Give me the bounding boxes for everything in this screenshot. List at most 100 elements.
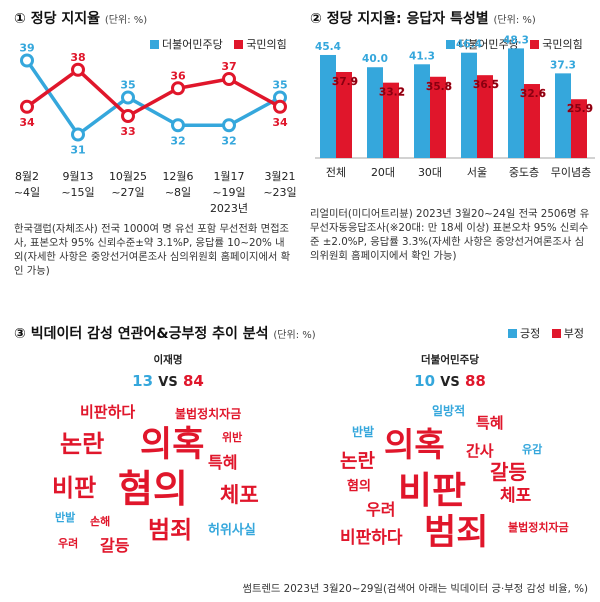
cloud-word: 비판하다 xyxy=(340,528,403,548)
x-tick-label: ~27일 xyxy=(111,185,144,199)
line-chart: 39 31 35 32 32 35 34 38 33 36 37 34 8월2 ~4일 9월13 ~15일 10… xyxy=(14,42,297,216)
bar-1 xyxy=(571,99,587,158)
data-label: 36 xyxy=(170,69,186,82)
bar-1 xyxy=(477,75,493,158)
data-label: 38 xyxy=(70,51,85,64)
bar-1 xyxy=(336,71,352,158)
cloud-word: 불법정치자금 xyxy=(508,521,569,534)
data-point xyxy=(121,90,135,105)
left-positive-value: 13 xyxy=(132,372,154,390)
x-tick-label: 무이념층 xyxy=(551,166,591,179)
data-label: 48.3 xyxy=(503,34,529,46)
data-label: 41.3 xyxy=(409,50,435,62)
data-point xyxy=(20,53,34,68)
cloud-word: 간사 xyxy=(466,442,494,460)
x-tick-label: ~8일 xyxy=(165,185,191,199)
data-label: 31 xyxy=(70,144,85,157)
bar-0 xyxy=(414,64,430,158)
cloud-word: 특혜 xyxy=(476,414,504,432)
x-tick-label: 중도층 xyxy=(509,166,539,179)
legend-swatch-red xyxy=(234,39,244,49)
cloud-word: 비판하다 xyxy=(80,403,136,421)
data-label: 32 xyxy=(221,134,236,147)
legend-label: 국민의힘 xyxy=(246,38,287,51)
section3-title-text: ③ 빅데이터 감성 연관어&긍부정 추이 분석 xyxy=(14,326,269,342)
data-label: 36.5 xyxy=(473,79,499,91)
x-tick-label: 9월13 xyxy=(62,170,93,183)
cloud-word: 손해 xyxy=(90,515,111,528)
data-point xyxy=(222,118,236,133)
data-label: 34 xyxy=(272,116,288,129)
data-label: 40.0 xyxy=(362,53,388,65)
cloud-word: 논란 xyxy=(60,430,105,458)
bar-0 xyxy=(461,52,477,158)
section3-unit: (단위: %) xyxy=(273,330,316,341)
legend-label-positive: 긍정 xyxy=(520,327,541,340)
x-tick-label: 10월25 xyxy=(109,170,147,183)
cloud-word: 체포 xyxy=(220,483,259,507)
right-negative-value: 88 xyxy=(464,372,486,390)
left-cloud-name: 이재명 xyxy=(153,354,183,366)
data-point xyxy=(222,72,236,86)
data-label: 46.4 xyxy=(456,39,482,51)
bar-1 xyxy=(524,84,540,158)
data-point xyxy=(20,99,34,114)
data-point xyxy=(71,62,85,77)
bar-0 xyxy=(320,54,336,158)
section2-title: ② 정당 지지율: 응답자 특성별 (단위: %) xyxy=(310,8,536,28)
right-vs: VS xyxy=(440,375,460,390)
section3-source: 썸트렌드 2023년 3월20~29일(검색어 아래는 빅데이터 긍·부정 감성… xyxy=(242,583,589,595)
data-label: 37.3 xyxy=(550,59,576,71)
series-line-0 xyxy=(25,59,281,137)
data-label: 25.9 xyxy=(567,103,593,115)
legend-label: 국민의힘 xyxy=(542,38,583,51)
data-point xyxy=(273,99,287,114)
cloud-word: 비판 xyxy=(398,469,467,512)
right-cloud-name: 더불어민주당 xyxy=(421,354,479,366)
section1-title-text: ① 정당 지지율 xyxy=(14,11,101,27)
left-cloud-ratio: 13 VS 84 xyxy=(88,372,248,390)
x-tick-label: ~15일 xyxy=(61,185,94,199)
section1-note: 한국갤럽(자체조사) 전국 1000여 명 유선 포함 무선전화 면접조사, 표… xyxy=(14,223,291,277)
cloud-word: 갈등 xyxy=(100,536,130,555)
data-label: 35 xyxy=(272,79,287,92)
cloud-word: 유감 xyxy=(522,443,543,456)
legend-label-negative: 부정 xyxy=(563,327,584,340)
bar-1 xyxy=(383,82,399,158)
data-label: 34 xyxy=(19,116,35,129)
bar-0 xyxy=(367,67,383,158)
legend-swatch-blue xyxy=(446,39,455,49)
section3-legend: 긍정 부정 xyxy=(508,325,584,341)
left-negative-value: 84 xyxy=(182,372,204,390)
cloud-word: 우려 xyxy=(366,500,396,519)
cloud-word: 불법정치자금 xyxy=(175,407,242,421)
legend-swatch-negative xyxy=(551,328,561,338)
section2-legend: 더불어민주당 국민의힘 xyxy=(446,36,583,52)
bar-1 xyxy=(430,76,446,158)
right-positive-value: 10 xyxy=(414,372,436,390)
x-tick-label: 8월2 xyxy=(15,170,39,183)
cloud-word: 혐의 xyxy=(118,467,188,511)
legend-swatch-blue xyxy=(150,39,159,49)
cloud-word: 체포 xyxy=(500,486,532,506)
x-tick-label: 1월17 xyxy=(213,170,244,183)
x-tick-label: ~4일 xyxy=(14,185,40,199)
bar-chart: 45.4 37.9 전체 40.0 33.2 20대 41.3 35.8 30대 46.4 36.5… xyxy=(315,34,595,179)
x-tick-label: 전체 xyxy=(326,166,346,179)
cloud-word: 반발 xyxy=(55,511,76,524)
data-point xyxy=(171,118,185,133)
cloud-word: 의혹 xyxy=(140,425,205,465)
right-cloud-ratio: 10 VS 88 xyxy=(370,372,530,390)
data-label: 32 xyxy=(170,134,185,147)
x-tick-label: 2023년 xyxy=(210,202,248,215)
cloud-word: 우려 xyxy=(58,537,79,550)
bar-0 xyxy=(555,73,571,158)
left-vs: VS xyxy=(158,375,178,390)
x-tick-label: ~19일 xyxy=(212,185,245,199)
data-label: 32.6 xyxy=(520,88,546,100)
cloud-word: 의혹 xyxy=(384,425,445,464)
section1-title: ① 정당 지지율 (단위: %) xyxy=(14,8,147,28)
x-tick-label: 3월21 xyxy=(264,170,295,183)
legend-label: 더불어민주당 xyxy=(162,38,223,51)
x-tick-label: 서울 xyxy=(467,166,487,179)
